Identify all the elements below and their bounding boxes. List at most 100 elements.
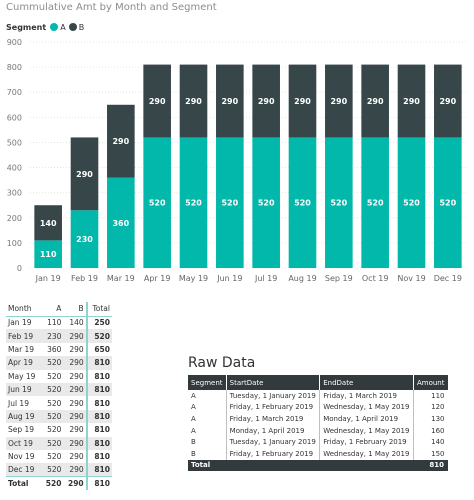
bar-segment-a	[107, 177, 135, 268]
table-cell: 520	[47, 371, 62, 381]
y-tick-label: 500	[7, 138, 22, 147]
table-cell: Wednesday, 1 May 2019	[319, 424, 414, 437]
table-cell: Wednesday, 1 May 2019	[319, 447, 414, 460]
data-label: 290	[112, 137, 129, 146]
table-cell: Friday, 1 February 2019	[226, 447, 321, 460]
bar-segment-b	[179, 64, 208, 138]
bar-segment-a	[216, 137, 244, 268]
raw-table-col-segment[interactable]: Segment	[188, 375, 227, 390]
table-row: B Tuesday, 1 January 2019 Friday, 1 Februa…	[188, 436, 448, 448]
table-cell: 250	[85, 316, 112, 330]
bar-segment-a	[325, 137, 353, 268]
table-cell: 120	[431, 403, 445, 412]
month-table-col-b[interactable]: B	[63, 302, 87, 317]
bar-segment-a	[434, 137, 462, 268]
table-cell: 150	[431, 449, 445, 458]
table-row: B Friday, 1 February 2019 Wednesday, 1 May…	[188, 447, 448, 460]
table-cell: 290	[63, 329, 87, 343]
y-tick-label: 0	[17, 264, 22, 273]
table-cell: 290	[63, 436, 87, 450]
table-cell: Apr 19	[6, 356, 42, 370]
table-cell: 140	[431, 438, 445, 447]
data-label: 110	[40, 250, 57, 259]
bar-segment-a	[288, 137, 317, 268]
table-cell: 290	[69, 344, 84, 354]
table-cell: 810	[85, 369, 112, 383]
table-cell: B	[188, 447, 227, 460]
x-tick-label: Feb 19	[71, 274, 98, 283]
table-cell: A	[188, 390, 227, 402]
data-label: 520	[439, 199, 456, 208]
total-cell: Total	[188, 459, 227, 472]
data-label: 290	[185, 97, 202, 106]
bar-segment-b	[107, 104, 135, 178]
x-tick-label: Jun 19	[216, 274, 242, 283]
table-cell: Friday, 1 March 2019	[226, 413, 321, 425]
legend-item-a[interactable]: A	[50, 23, 66, 32]
table-cell: 810	[85, 356, 112, 370]
table-cell: 520	[85, 329, 112, 343]
table-cell: 810	[85, 449, 112, 464]
table-cell: Aug 19	[6, 409, 42, 424]
table-cell: Feb 19	[6, 329, 42, 343]
month-table-col-total[interactable]: Total	[85, 302, 112, 317]
table-row: Mar 19 360 290 650	[6, 342, 112, 357]
table-cell: 520	[47, 398, 62, 408]
table-cell: 290	[69, 371, 84, 381]
table-cell: B	[188, 436, 227, 448]
table-row: A Monday, 1 April 2019 Wednesday, 1 May 20…	[188, 424, 448, 437]
month-table-col-a[interactable]: A	[41, 302, 64, 317]
raw-data-table: Segment StartDate EndDate Amount A Tuesday, …	[188, 375, 449, 472]
data-label: 360	[112, 219, 129, 228]
y-tick-label: 700	[7, 88, 22, 97]
data-label: 520	[258, 199, 275, 208]
data-label: 140	[40, 219, 57, 228]
total-cell: 810	[413, 459, 449, 472]
x-tick-label: Mar 19	[107, 274, 135, 283]
table-cell: 290	[69, 452, 84, 462]
table-cell: 520	[41, 409, 64, 424]
table-cell: Nov 19	[8, 452, 35, 462]
table-cell: 810	[85, 423, 112, 437]
bar-segment-b	[434, 64, 462, 138]
data-label: 290	[76, 170, 93, 179]
month-table-col-month[interactable]: Month	[6, 302, 42, 317]
table-cell: 290	[63, 409, 87, 424]
table-cell: May 19	[8, 371, 36, 381]
y-tick-label: 100	[7, 239, 22, 248]
table-row: Feb 19 230 290 520	[6, 329, 112, 343]
table-cell: 520	[47, 425, 62, 435]
data-label: 290	[330, 97, 347, 106]
legend[interactable]: Segment A B	[6, 21, 87, 33]
raw-table-col-amount[interactable]: Amount	[413, 375, 448, 390]
legend-item-b[interactable]: B	[68, 23, 84, 32]
table-row: May 19 520 290 810	[6, 369, 112, 383]
bar-segment-a	[397, 137, 426, 268]
x-tick-label: Apr 19	[144, 274, 171, 283]
bar-segment-b	[361, 64, 389, 138]
table-cell: 810	[85, 409, 112, 424]
raw-table-col-startdate[interactable]: StartDate	[226, 375, 321, 390]
table-cell: 290	[69, 398, 84, 408]
table-cell: 650	[85, 342, 112, 357]
x-tick-label: Sep 19	[325, 274, 353, 283]
total-cell	[226, 459, 321, 472]
table-cell: 160	[431, 426, 445, 435]
table-cell: Oct 19	[6, 436, 42, 450]
y-tick-label: 400	[7, 164, 22, 173]
table-row: A Tuesday, 1 January 2019 Friday, 1 March …	[188, 390, 448, 402]
table-cell: 290	[63, 463, 87, 477]
raw-table-col-enddate[interactable]: EndDate	[319, 375, 414, 390]
table-cell: Dec 19	[6, 463, 42, 477]
table-cell: 110	[431, 391, 445, 400]
table-cell: 520	[41, 356, 64, 370]
x-tick-label: Dec 19	[434, 274, 462, 283]
data-label: 290	[258, 97, 275, 106]
table-cell: Wednesday, 1 May 2019	[319, 401, 414, 414]
table-cell: Mar 19	[8, 344, 35, 354]
data-label: 520	[185, 199, 202, 208]
table-cell: A	[188, 413, 227, 425]
data-label: 520	[367, 199, 384, 208]
table-cell: Sep 19	[8, 425, 35, 435]
table-cell: A	[188, 424, 227, 437]
